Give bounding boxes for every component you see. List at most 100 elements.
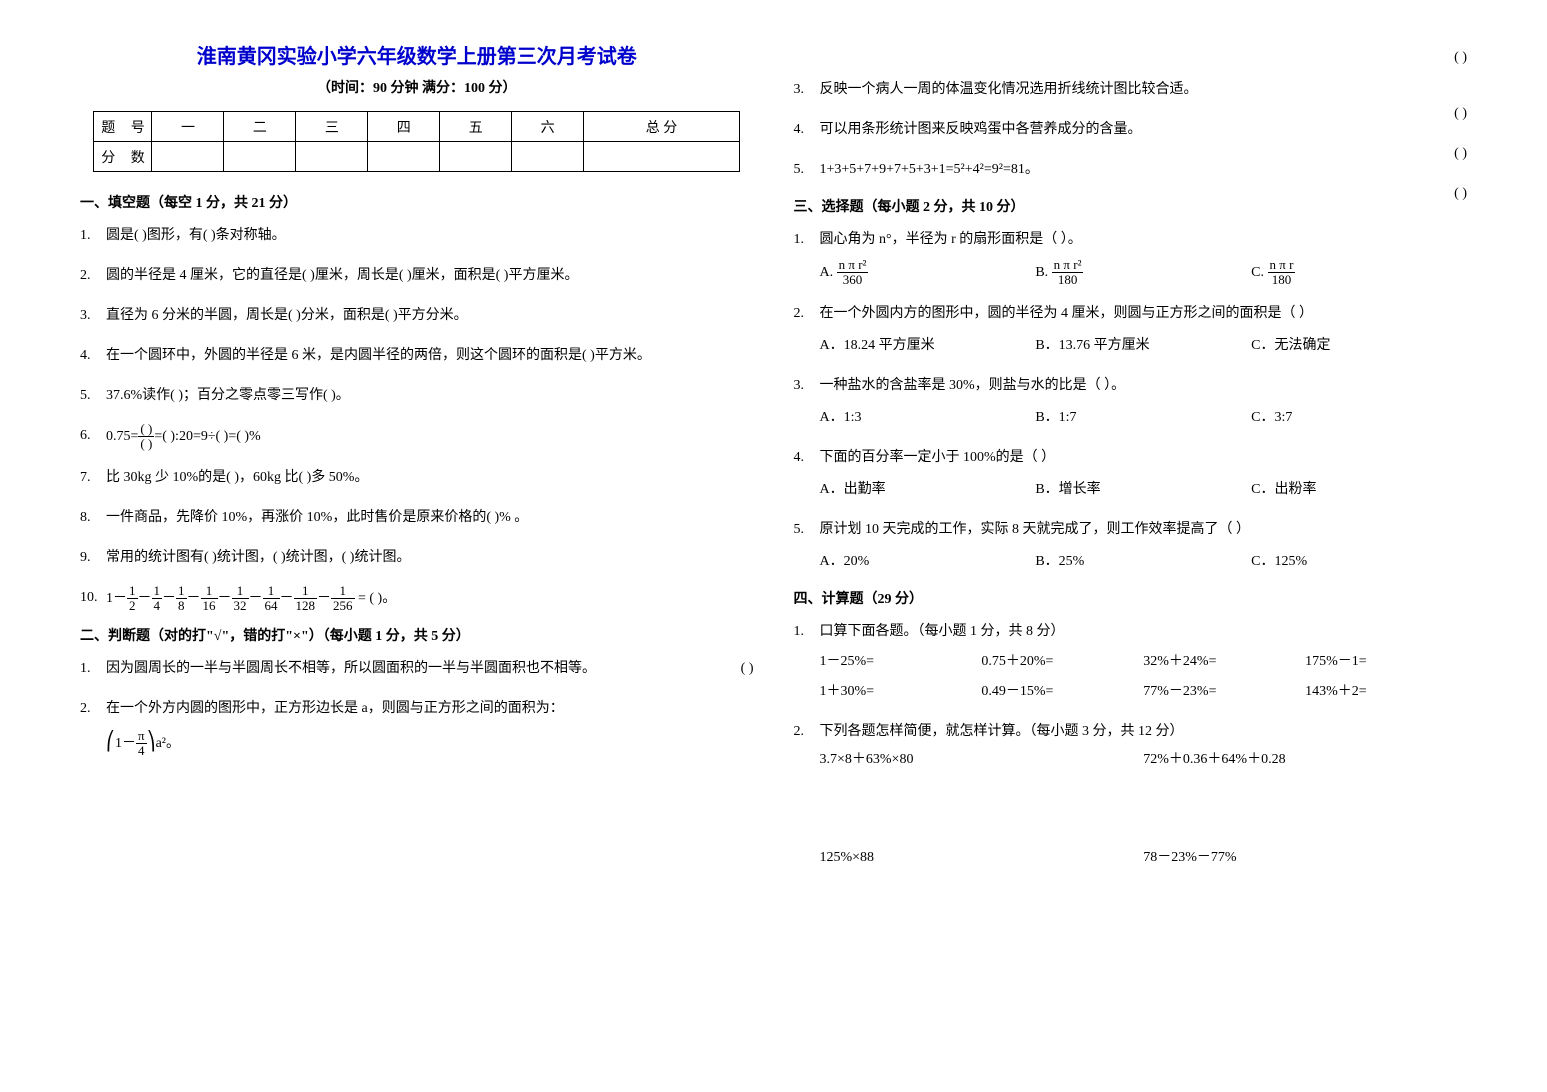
q10-prefix: 1－ [106, 591, 127, 606]
fraction: 18 [176, 584, 187, 614]
section-3-heading: 三、选择题（每小题 2 分，共 10 分） [794, 196, 1468, 216]
cell: 二 [224, 112, 296, 142]
question: 口算下面各题。（每小题 1 分，共 8 分） 1－25%= 0.75＋20%= … [820, 618, 1468, 706]
right-column: ( ) 3.反映一个病人一周的体温变化情况选用折线统计图比较合适。( ) 4.可… [774, 40, 1488, 1052]
options: A. n π r²360 B. n π r²180 C. n π r180 [820, 258, 1468, 288]
cell [224, 142, 296, 172]
calc-row: 125%×88 78－23%－77% [820, 844, 1468, 872]
qnum: 7. [80, 464, 106, 492]
qnum: 3. [80, 302, 106, 330]
calc-item: 0.49－15%= [981, 678, 1143, 706]
qnum: 1. [794, 618, 820, 706]
cell: 分 数 [94, 142, 152, 172]
opt-b: B. n π r²180 [1035, 258, 1251, 288]
question: 下面的百分率一定小于 100%的是（ ） A．出勤率 B．增长率 C．出粉率 [820, 444, 1468, 504]
fraction: 12 [127, 584, 138, 614]
calc-item: 143%＋2= [1305, 678, 1467, 706]
question: 37.6%读作( )；百分之零点零三写作( )。 [106, 382, 754, 410]
cell [152, 142, 224, 172]
formula: ⎛ [106, 731, 115, 751]
qnum: 4. [794, 444, 820, 504]
q10-eq: = ( )。 [355, 591, 397, 606]
fraction: 14 [152, 584, 163, 614]
q-text: 在一个外方内圆的图形中，正方形边长是 a，则圆与正方形之间的面积为： [106, 701, 564, 716]
fill-blank-list: 1.圆是( )图形，有( )条对称轴。 2.圆的半径是 4 厘米，它的直径是( … [80, 222, 754, 613]
question: 圆的半径是 4 厘米，它的直径是( )厘米，周长是( )厘米，面积是( )平方厘… [106, 262, 754, 290]
qnum: 4. [794, 116, 820, 144]
answer-paren: ( ) [1454, 180, 1467, 208]
cell [440, 142, 512, 172]
calc-item: 125%×88 [820, 844, 1144, 872]
answer-paren: ( ) [741, 655, 754, 683]
fraction: n π r²180 [1052, 258, 1084, 288]
fraction: 164 [263, 584, 280, 614]
fraction: 1128 [294, 584, 318, 614]
choice-list: 1. 圆心角为 n°，半径为 r 的扇形面积是（ ）。 A. n π r²360… [794, 226, 1468, 576]
question: 圆是( )图形，有( )条对称轴。 [106, 222, 754, 250]
question: 反映一个病人一周的体温变化情况选用折线统计图比较合适。( ) [820, 76, 1468, 104]
qnum: 1. [80, 655, 106, 683]
question: 0.75=( )( )=( ):20=9÷( )=( )% [106, 422, 754, 452]
question: 比 30kg 少 10%的是( )，60kg 比( )多 50%。 [106, 464, 754, 492]
options: A．18.24 平方厘米 B．13.76 平方厘米 C．无法确定 [820, 332, 1468, 360]
formula: ⎞ [147, 731, 156, 751]
fraction: π4 [136, 729, 147, 759]
calc-item: 175%－1= [1305, 648, 1467, 676]
question: 可以用条形统计图来反映鸡蛋中各营养成分的含量。( ) [820, 116, 1468, 144]
qnum: 8. [80, 504, 106, 532]
cell: 一 [152, 112, 224, 142]
calc-item: 32%＋24%= [1143, 648, 1305, 676]
question: 在一个外圆内方的图形中，圆的半径为 4 厘米，则圆与正方形之间的面积是（ ） A… [820, 300, 1468, 360]
calc-item: 72%＋0.36＋64%＋0.28 [1143, 746, 1467, 774]
qnum: 2. [80, 695, 106, 759]
cell: 三 [296, 112, 368, 142]
cell: 六 [512, 112, 584, 142]
calc-item: 77%－23%= [1143, 678, 1305, 706]
question: 因为圆周长的一半与半圆周长不相等，所以圆面积的一半与半圆面积也不相等。 ( ) [106, 655, 754, 683]
calc-list: 1. 口算下面各题。（每小题 1 分，共 8 分） 1－25%= 0.75＋20… [794, 618, 1468, 872]
opt-c: C．无法确定 [1251, 332, 1467, 360]
qnum: 3. [794, 76, 820, 104]
opt-a: A．出勤率 [820, 476, 1036, 504]
opt-b: B．13.76 平方厘米 [1035, 332, 1251, 360]
calc-row: 1－25%= 0.75＋20%= 32%＋24%= 175%－1= [820, 648, 1468, 676]
table-row: 题 号 一 二 三 四 五 六 总 分 [94, 112, 740, 142]
calc-row: 1＋30%= 0.49－15%= 77%－23%= 143%＋2= [820, 678, 1468, 706]
table-row: 分 数 [94, 142, 740, 172]
fraction: 1256 [331, 584, 355, 614]
section-1-heading: 一、填空题（每空 1 分，共 21 分） [80, 192, 754, 212]
score-table: 题 号 一 二 三 四 五 六 总 分 分 数 [93, 111, 740, 172]
exam-title: 淮南黄冈实验小学六年级数学上册第三次月考试卷 [80, 40, 754, 69]
cell [512, 142, 584, 172]
opt-a: A. n π r²360 [820, 258, 1036, 288]
fraction: 116 [201, 584, 218, 614]
calc-row: 3.7×8＋63%×80 72%＋0.36＋64%＋0.28 [820, 746, 1468, 774]
judge-list-cont: ( ) 3.反映一个病人一周的体温变化情况选用折线统计图比较合适。( ) 4.可… [794, 44, 1468, 184]
cell: 四 [368, 112, 440, 142]
calc-item: 1－25%= [820, 648, 982, 676]
qnum: 2. [80, 262, 106, 290]
options: A．1:3 B．1:7 C．3:7 [820, 404, 1468, 432]
fraction: n π r²360 [837, 258, 869, 288]
qnum: 2. [794, 300, 820, 360]
formula-tail: a²。 [156, 736, 180, 751]
q6-pre: 0.75= [106, 429, 138, 444]
cell: 题 号 [94, 112, 152, 142]
fraction: 132 [232, 584, 249, 614]
question: 常用的统计图有( )统计图，( )统计图，( )统计图。 [106, 544, 754, 572]
qnum: 5. [80, 382, 106, 410]
cell [584, 142, 740, 172]
qnum: 3. [794, 372, 820, 432]
question: 在一个圆环中，外圆的半径是 6 米，是内圆半径的两倍，则这个圆环的面积是( )平… [106, 342, 754, 370]
opt-a: A．20% [820, 548, 1036, 576]
question: 1+3+5+7+9+7+5+3+1=5²+4²=9²=81。( ) [820, 156, 1468, 184]
answer-paren: ( ) [820, 44, 1468, 72]
calc-item: 1＋30%= [820, 678, 982, 706]
section-4-heading: 四、计算题（29 分） [794, 588, 1468, 608]
workspace [820, 774, 1468, 844]
question: 圆心角为 n°，半径为 r 的扇形面积是（ ）。 A. n π r²360 B.… [820, 226, 1468, 288]
question: 一件商品，先降价 10%，再涨价 10%，此时售价是原来价格的( )% 。 [106, 504, 754, 532]
opt-c: C．125% [1251, 548, 1467, 576]
opt-b: B．1:7 [1035, 404, 1251, 432]
question: 直径为 6 分米的半圆，周长是( )分米，面积是( )平方分米。 [106, 302, 754, 330]
